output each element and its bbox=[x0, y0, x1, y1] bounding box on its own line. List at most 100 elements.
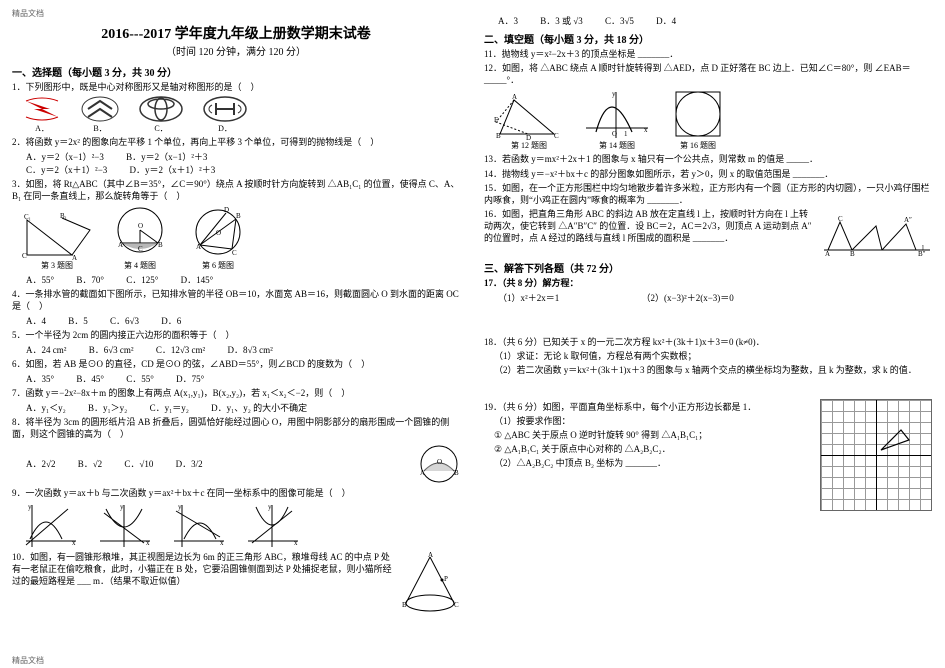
q16-roll-icon: A B C A″ B″ l bbox=[822, 208, 932, 256]
logo-b-icon bbox=[80, 95, 120, 123]
section2-heading: 二、填空题（每小题 3 分，共 18 分） bbox=[484, 31, 932, 46]
svg-text:P: P bbox=[444, 575, 448, 583]
question-18a: （1）求证：无论 k 取何值，方程总有两个实数根； bbox=[494, 350, 932, 362]
q17-part-1: （1）x²＋2x＝1 bbox=[498, 291, 559, 304]
q9-graph-b-icon: xy bbox=[96, 501, 152, 549]
question-19d: （2）△A₂B₂C₂ 中顶点 B₂ 坐标为 _______． bbox=[494, 457, 812, 469]
question-19a: （1）按要求作图： bbox=[494, 415, 812, 427]
question-14: 14．抛物线 y＝−x²＋bx＋c 的部分图象如图所示，若 y＞0，则 x 的取… bbox=[484, 168, 932, 180]
q16-figure-icon bbox=[670, 88, 726, 140]
svg-text:D: D bbox=[224, 206, 229, 214]
section1-heading: 一、选择题（每小题 3 分，共 30 分） bbox=[12, 64, 460, 79]
svg-text:O: O bbox=[216, 229, 221, 237]
q3-figures: C₁ C A B₁ 第 3 题图 O A C B bbox=[22, 205, 460, 271]
q12-figures: A B C D E 第 12 题图 x y O 1 第 14 bbox=[494, 88, 932, 151]
tr-opt-a: A．3 bbox=[498, 14, 518, 27]
question-7: 7．函数 y＝−2x²−8x＋m 的图象上有两点 A(x₁,y₁)，B(x₂,y… bbox=[12, 387, 460, 399]
question-4: 4．一条排水管的截面如下图所示，已知排水管的半径 OB＝10，水面宽 AB＝16… bbox=[12, 288, 460, 312]
q6-figure-icon: A B C D O bbox=[188, 205, 248, 260]
svg-text:C: C bbox=[454, 601, 459, 609]
svg-text:x: x bbox=[72, 539, 76, 547]
question-1: 1．下列图形中，既是中心对称图形又是轴对称图形的是（ ） bbox=[12, 81, 460, 93]
logo-d-icon bbox=[202, 95, 248, 123]
q4-opt-d: D．6 bbox=[161, 314, 181, 327]
exam-subtitle: （时间 120 分钟，满分 120 分） bbox=[12, 43, 460, 58]
question-9: 9．一次函数 y＝ax＋b 与二次函数 y＝ax²＋bx＋c 在同一坐标系中的图… bbox=[12, 487, 460, 499]
q3-cap: 第 3 题图 bbox=[22, 260, 92, 271]
svg-text:O: O bbox=[612, 130, 617, 138]
svg-text:x: x bbox=[294, 539, 298, 547]
svg-text:C₁: C₁ bbox=[24, 213, 31, 221]
q6-options: A．35° B．45° C．55° D．75° bbox=[26, 372, 460, 385]
header-tag: 精品文档 bbox=[12, 8, 460, 19]
q4-options: A．4 B．5 C．6√3 D．6 bbox=[26, 314, 460, 327]
q3-figure-icon: C₁ C A B₁ bbox=[22, 210, 92, 260]
svg-text:O: O bbox=[138, 222, 143, 230]
q6-opt-d: D．75° bbox=[176, 372, 204, 385]
svg-text:C: C bbox=[838, 215, 843, 223]
q3-opt-d: D．145° bbox=[181, 273, 214, 286]
tr-opt-c: C．3√5 bbox=[605, 14, 634, 27]
q12-cap: 第 12 题图 bbox=[494, 140, 564, 151]
q4-opt-b: B．5 bbox=[68, 314, 88, 327]
svg-text:y: y bbox=[178, 503, 182, 511]
question-19c: ② △A₁B₁C₁ 关于原点中心对称的 △A₂B₂C₂． bbox=[494, 443, 812, 455]
svg-text:B: B bbox=[236, 212, 241, 220]
q9-graphs: xy xy xy xy bbox=[22, 501, 460, 549]
q8-options: A．2√2 B．√2 C．√10 D．3/2 O A B bbox=[26, 443, 460, 485]
top-right-options: A．3 B．3 或 √3 C．3√5 D．4 bbox=[498, 14, 932, 27]
tr-opt-d: D．4 bbox=[656, 14, 676, 27]
logo-c-icon bbox=[138, 95, 184, 123]
question-6: 6．如图，若 AB 是⊙O 的直径，CD 是⊙O 的弦，∠ABD＝55°，则∠B… bbox=[12, 358, 460, 370]
q5-opt-d: D．8√3 cm² bbox=[227, 343, 272, 356]
svg-text:A: A bbox=[825, 250, 830, 256]
svg-text:y: y bbox=[268, 503, 272, 511]
q9-graph-d-icon: xy bbox=[244, 501, 300, 549]
svg-text:C: C bbox=[232, 249, 237, 257]
svg-text:A: A bbox=[118, 241, 123, 249]
question-3: 3．如图，将 Rt△ABC（其中∠B＝35°，∠C＝90°）绕点 A 按顺时针方… bbox=[12, 178, 460, 202]
q4-figure-icon: O A C B bbox=[110, 205, 170, 260]
q2-options: A．y＝2（x−1）²−3 B．y＝2（x−1）²＋3 C．y＝2（x＋1）²−… bbox=[26, 150, 460, 176]
q7-opt-a: A．y₁＜y₂ bbox=[26, 401, 66, 414]
q16-cap: 第 16 题图 bbox=[670, 140, 726, 151]
q5-opt-a: A．24 cm² bbox=[26, 343, 66, 356]
svg-text:E: E bbox=[494, 116, 498, 124]
q5-opt-c: C．12√3 cm² bbox=[156, 343, 205, 356]
q5-opt-b: B．6√3 cm² bbox=[89, 343, 134, 356]
q7-options: A．y₁＜y₂ B．y₁＞y₂ C．y₁＝y₂ D．y₁、y₂ 的大小不确定 bbox=[26, 401, 460, 414]
question-12: 12．如图，将 △ABC 绕点 A 顺时针旋转得到 △AED，点 D 正好落在 … bbox=[484, 62, 932, 86]
svg-text:x: x bbox=[146, 539, 150, 547]
q14-cap: 第 14 题图 bbox=[582, 140, 652, 151]
svg-text:A: A bbox=[512, 93, 517, 101]
q6-opt-b: B．45° bbox=[76, 372, 104, 385]
svg-text:B: B bbox=[496, 132, 501, 140]
q17-parts: （1）x²＋2x＝1 （2）(x−3)²＋2(x−3)＝0 bbox=[498, 291, 932, 304]
tr-opt-b: B．3 或 √3 bbox=[540, 14, 582, 27]
question-16-row: 16．如图，把直角三角形 ABC 的斜边 AB 放在定直线 l 上，按顺时针方向… bbox=[484, 208, 932, 256]
q7-opt-d: D．y₁、y₂ 的大小不确定 bbox=[211, 401, 307, 414]
question-18: 18．（共 6 分）已知关于 x 的一元二次方程 kx²＋(3k＋1)x＋3＝0… bbox=[484, 336, 932, 348]
svg-text:B: B bbox=[454, 469, 459, 477]
q12-figure-icon: A B C D E bbox=[494, 92, 564, 140]
svg-text:O: O bbox=[437, 458, 442, 466]
svg-text:A: A bbox=[196, 243, 201, 251]
q6-opt-c: C．55° bbox=[126, 372, 154, 385]
q10-cone-icon: A B C P bbox=[400, 551, 460, 613]
question-19: 19．（共 6 分）如图，平面直角坐标系中，每个小正方形边长都是 1． bbox=[484, 401, 812, 413]
q2-opt-b: B．y＝2（x−1）²＋3 bbox=[126, 150, 207, 163]
q1-label-d: D． bbox=[202, 123, 248, 134]
svg-text:A: A bbox=[420, 469, 425, 477]
q5-options: A．24 cm² B．6√3 cm² C．12√3 cm² D．8√3 cm² bbox=[26, 343, 460, 356]
question-13: 13．若函数 y＝mx²＋2x＋1 的图象与 x 轴只有一个公共点，则常数 m … bbox=[484, 153, 932, 165]
coordinate-grid bbox=[820, 399, 932, 511]
svg-text:A: A bbox=[428, 551, 433, 559]
q7-opt-c: C．y₁＝y₂ bbox=[150, 401, 189, 414]
q2-opt-c: C．y＝2（x＋1）²−3 bbox=[26, 163, 107, 176]
grid-triangle-icon bbox=[821, 400, 931, 510]
q4-opt-c: C．6√3 bbox=[110, 314, 139, 327]
svg-text:x: x bbox=[644, 126, 648, 134]
question-2: 2．将函数 y＝2x² 的图象向左平移 1 个单位，再向上平移 3 个单位，可得… bbox=[12, 136, 460, 148]
svg-text:B: B bbox=[158, 241, 163, 249]
q8-opt-b: B．√2 bbox=[78, 457, 102, 470]
